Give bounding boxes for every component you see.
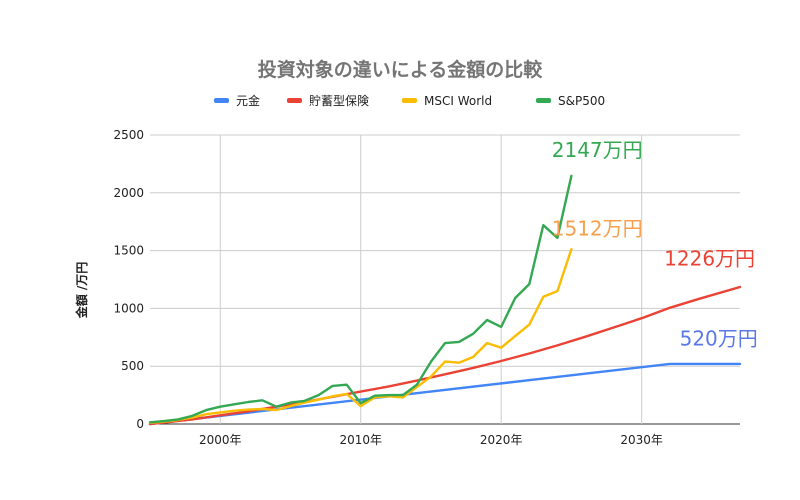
legend-swatch: [214, 98, 229, 103]
y-tick-label: 2500: [113, 128, 144, 142]
series-line-3: [148, 174, 573, 424]
grid-lines: [150, 134, 740, 425]
legend-label: 元金: [236, 93, 260, 108]
y-tick-label: 0: [136, 417, 144, 431]
x-tick-label: 2020年: [480, 433, 523, 447]
annotation-label: 1226万円: [664, 247, 755, 271]
series-line-0: [148, 362, 742, 426]
y-tick-label: 1000: [113, 301, 144, 315]
series-line-2: [148, 247, 573, 424]
annotation-label: 520万円: [680, 326, 758, 350]
legend: 元金 貯蓄型保険 MSCI World S&P500: [214, 93, 605, 108]
y-tick-label: 2000: [113, 186, 144, 200]
x-tick-label: 2030年: [620, 433, 663, 447]
legend-swatch: [402, 98, 417, 103]
legend-label: 貯蓄型保険: [309, 94, 369, 108]
x-tick-label: 2000年: [199, 433, 242, 447]
legend-label: S&P500: [558, 94, 605, 108]
annotation-label: 1512万円: [552, 217, 643, 241]
legend-swatch: [287, 98, 302, 103]
y-axis-ticks: 0 500 1000 1500 2000 2500: [113, 128, 144, 431]
x-axis-ticks: 2000年 2010年 2020年 2030年: [199, 433, 663, 447]
y-tick-label: 500: [121, 359, 144, 373]
annotations: 2147万円 1512万円 1226万円 520万円: [552, 138, 758, 350]
chart-title: 投資対象の違いによる金額の比較: [258, 58, 543, 81]
annotation-label: 2147万円: [552, 138, 643, 162]
legend-swatch: [536, 98, 551, 103]
y-axis-label: 金額 /万円: [74, 262, 89, 320]
legend-label: MSCI World: [424, 94, 492, 108]
series-lines: [148, 174, 742, 426]
x-tick-label: 2010年: [339, 433, 382, 447]
y-tick-label: 1500: [113, 244, 144, 258]
